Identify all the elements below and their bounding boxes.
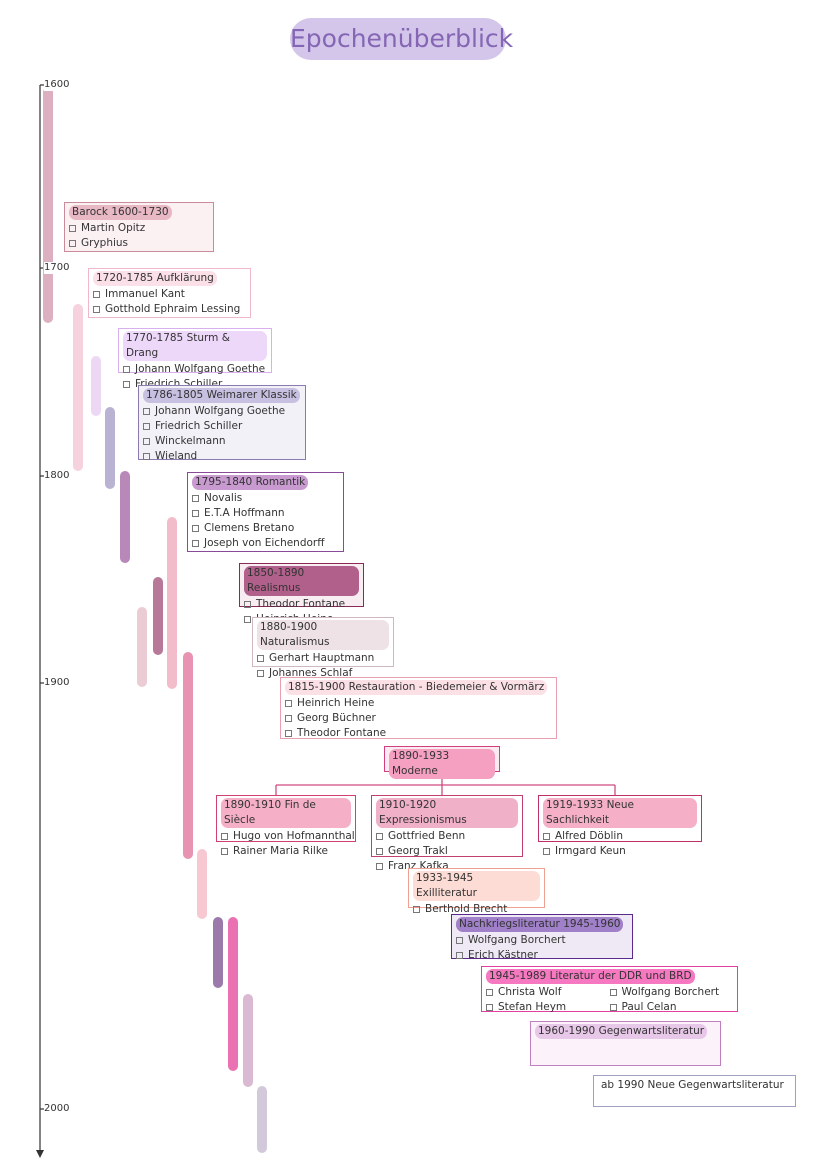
author: E.T.A Hoffmann <box>192 506 339 521</box>
axis-label: 1700 <box>44 262 72 274</box>
author: Georg Trakl <box>376 844 518 859</box>
author-list: Martin Opitz Gryphius <box>69 221 209 251</box>
epoch-box: 1786-1805 Weimarer Klassik Johann Wolfgan… <box>138 385 306 462</box>
author: Wolfgang Borchert <box>456 933 628 948</box>
author-list: Immanuel Kant Gotthold Ephraim Lessing <box>93 287 246 317</box>
author: Gottfried Benn <box>376 829 518 844</box>
author-list: Heinrich Heine Georg Büchner Theodor Fonta… <box>285 696 552 741</box>
axis-label: 1800 <box>44 470 72 482</box>
epoch-title: 1933-1945 Exilliteratur <box>413 871 540 901</box>
epoch-title: 1890-1933 Moderne <box>389 749 495 779</box>
axis-label: 1900 <box>44 677 72 689</box>
author-list: Gerhart Hauptmann Johannes Schlaf <box>257 651 389 681</box>
epoch-box: 1890-1933 Moderne <box>384 746 500 779</box>
epoch-title: 1919-1933 Neue Sachlichkeit <box>543 798 697 828</box>
title: Epochenüberblick <box>290 18 513 60</box>
axis-label: 1600 <box>44 79 72 91</box>
epoch-box: 1770-1785 Sturm & Drang Johann Wolfgang G… <box>118 328 272 390</box>
author: Immanuel Kant <box>93 287 246 302</box>
epoch-box: 1945-1989 Literatur der DDR und BRD Chris… <box>481 966 738 1015</box>
axis-label: 2000 <box>44 1103 72 1115</box>
author: Heinrich Heine <box>285 696 552 711</box>
epoch-title: 1815-1900 Restauration - Biedemeier & Vo… <box>285 680 548 695</box>
epoch-title: 1960-1990 Gegenwartsliteratur <box>535 1024 708 1039</box>
author-list: Gottfried Benn Georg Trakl Franz Kafka <box>376 829 518 874</box>
author-list: Alfred Döblin Irmgard Keun <box>543 829 697 859</box>
epoch-title: Nachkriegsliteratur 1945-1960 <box>456 917 624 932</box>
author: Martin Opitz <box>69 221 209 236</box>
author: Alfred Döblin <box>543 829 697 844</box>
epoch-title: 1945-1989 Literatur der DDR und BRD <box>486 969 695 984</box>
author: Berthold Brecht <box>413 902 540 917</box>
author: Clemens Bretano <box>192 521 339 536</box>
author: Johannes Schlaf <box>257 666 389 681</box>
epoch-title: 1786-1805 Weimarer Klassik <box>143 388 300 403</box>
author-list: Novalis E.T.A Hoffmann Clemens Bretano Jose… <box>192 491 339 551</box>
epoch-title: 1720-1785 Aufklärung <box>93 271 217 286</box>
epoch-title: 1770-1785 Sturm & Drang <box>123 331 267 361</box>
author-list: Christa Wolf Wolfgang Borchert Stefan Heym… <box>486 985 733 1015</box>
author: Theodor Fontane <box>244 597 359 612</box>
epoch-title: 1890-1910 Fin de Siècle <box>221 798 351 828</box>
author: Gerhart Hauptmann <box>257 651 389 666</box>
epoch-title: ab 1990 Neue Gegenwartsliteratur <box>598 1078 787 1093</box>
epoch-title: 1795-1840 Romantik <box>192 475 309 490</box>
author: Joseph von Eichendorff <box>192 536 339 551</box>
author: Friedrich Schiller <box>143 419 301 434</box>
author: Gryphius <box>69 236 209 251</box>
author: Paul Celan <box>610 1000 734 1015</box>
author-list: Wolfgang Borchert Erich Kästner <box>456 933 628 963</box>
epoch-box: 1795-1840 Romantik Novalis E.T.A Hoffmann C… <box>187 472 344 552</box>
epoch-title: 1880-1900 Naturalismus <box>257 620 389 650</box>
author-list: Berthold Brecht <box>413 902 540 917</box>
epoch-title: 1850-1890 Realismus <box>244 566 359 596</box>
author: Johann Wolfgang Goethe <box>143 404 301 419</box>
author: Winckelmann <box>143 434 301 449</box>
author: Theodor Fontane <box>285 726 552 741</box>
author: Johann Wolfgang Goethe <box>123 362 267 377</box>
author: Wolfgang Borchert <box>610 985 734 1000</box>
author-list: Hugo von Hofmannthal Rainer Maria Rilke <box>221 829 355 859</box>
epoch-box: 1910-1920 Expressionismus Gottfried Benn G… <box>371 795 523 872</box>
author: Wieland <box>143 449 301 464</box>
epoch-box: Barock 1600-1730 Martin Opitz Gryphius <box>64 202 214 252</box>
author: Irmgard Keun <box>543 844 697 859</box>
epoch-title: 1910-1920 Expressionismus <box>376 798 518 828</box>
author: Hugo von Hofmannthal <box>221 829 355 844</box>
epoch-box: 1890-1910 Fin de Siècle Hugo von Hofmannt… <box>216 795 356 857</box>
epoch-box: 1919-1933 Neue Sachlichkeit Alfred Döblin… <box>538 795 702 857</box>
epoch-title: Barock 1600-1730 <box>69 205 172 220</box>
epoch-box: 1933-1945 Exilliteratur Berthold Brecht <box>408 868 545 915</box>
author: Gotthold Ephraim Lessing <box>93 302 246 317</box>
author: Erich Kästner <box>456 948 628 963</box>
author: Georg Büchner <box>285 711 552 726</box>
author: Christa Wolf <box>486 985 610 1000</box>
author-list: Johann Wolfgang Goethe Friedrich Schiller… <box>143 404 301 464</box>
epoch-box: Nachkriegsliteratur 1945-1960 Wolfgang Bo… <box>451 914 633 961</box>
author: Novalis <box>192 491 339 506</box>
epoch-box: 1815-1900 Restauration - Biedemeier & Vo… <box>280 677 557 739</box>
epoch-box: 1880-1900 Naturalismus Gerhart Hauptmann J… <box>252 617 394 679</box>
author: Stefan Heym <box>486 1000 610 1015</box>
author: Rainer Maria Rilke <box>221 844 351 859</box>
epoch-box: 1960-1990 Gegenwartsliteratur <box>530 1021 721 1066</box>
epoch-box: ab 1990 Neue Gegenwartsliteratur <box>593 1075 796 1107</box>
epoch-box: 1720-1785 Aufklärung Immanuel Kant Gotthol… <box>88 268 251 318</box>
